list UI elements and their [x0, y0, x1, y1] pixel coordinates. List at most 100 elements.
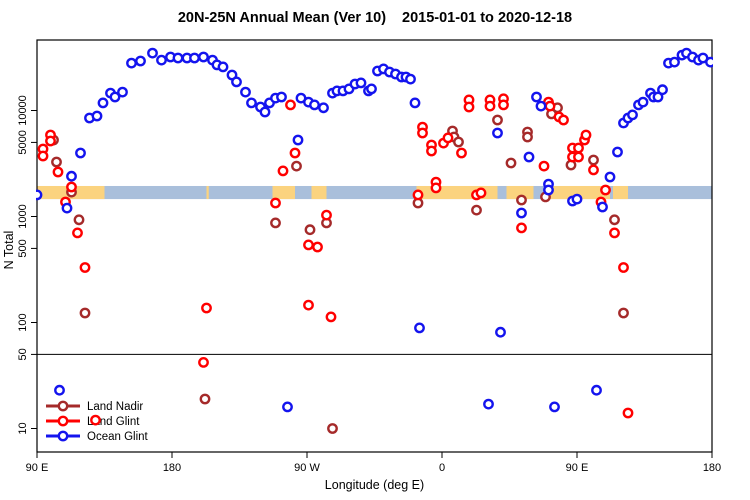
data-point-land-glint	[201, 302, 212, 314]
data-point-land-nadir	[471, 204, 482, 216]
legend-label-land-nadir: Land Nadir	[87, 401, 143, 413]
data-point-ocean-glint	[91, 110, 103, 122]
y-tick-label: 10000	[17, 95, 29, 126]
series-land-nadir	[48, 102, 629, 434]
series-land-glint	[37, 93, 634, 426]
data-point-ocean-glint	[309, 99, 320, 111]
data-point-ocean-glint	[597, 201, 608, 213]
data-point-ocean-glint	[231, 76, 242, 88]
data-point-ocean-glint	[66, 170, 77, 182]
data-point-ocean-glint	[612, 146, 623, 158]
data-point-ocean-glint	[414, 322, 425, 334]
data-point-land-glint	[573, 151, 584, 163]
data-point-ocean-glint	[409, 97, 421, 109]
data-point-land-glint	[66, 181, 77, 193]
data-point-land-glint	[609, 227, 620, 239]
map-strip-land-segment	[311, 185, 327, 200]
axes-layer: 90 E 180 90 W 0 90 E 180 10 50 100 500 1000 5000 100…	[2, 39, 721, 492]
data-point-land-nadir	[609, 214, 620, 226]
y-tick-label: 50	[17, 348, 29, 360]
data-point-ocean-glint	[126, 57, 137, 69]
data-point-land-glint	[426, 145, 437, 157]
data-point-ocean-glint	[318, 102, 329, 114]
series-ocean-glint	[36, 47, 713, 413]
map-strip-land-segment	[272, 185, 295, 200]
data-point-ocean-glint	[535, 100, 547, 112]
data-point-ocean-glint	[135, 55, 146, 67]
data-point-ocean-glint	[492, 127, 503, 139]
data-point-ocean-glint	[483, 398, 494, 410]
data-point-land-glint	[417, 127, 428, 139]
data-point-land-glint	[538, 160, 550, 172]
data-point-ocean-glint	[516, 207, 527, 219]
data-point-ocean-glint	[531, 91, 542, 103]
data-point-land-glint	[321, 209, 332, 221]
data-point-land-glint	[588, 164, 599, 176]
data-point-ocean-glint	[217, 61, 229, 73]
data-point-land-glint	[573, 142, 584, 154]
data-point-land-glint	[558, 114, 569, 126]
data-point-ocean-glint	[189, 52, 200, 64]
data-point-ocean-glint	[147, 47, 158, 59]
legend-item-ocean-glint: Ocean Glint	[46, 430, 149, 443]
map-strip-land-segment	[206, 185, 209, 200]
data-point-land-glint	[580, 129, 592, 141]
chart-title-dates: 2015-01-01 to 2020-12-18	[402, 10, 573, 26]
x-tick-label: 0	[439, 462, 445, 474]
data-point-land-glint	[516, 222, 527, 234]
data-point-land-nadir	[291, 160, 302, 172]
data-point-land-glint	[72, 227, 83, 239]
data-point-land-glint	[456, 147, 467, 159]
data-point-land-glint	[52, 166, 64, 178]
data-point-land-nadir	[199, 393, 211, 405]
y-tick-label: 500	[17, 239, 29, 257]
x-tick-label: 90 E	[26, 462, 49, 474]
legend-marker-ocean-glint	[57, 430, 69, 442]
data-point-land-glint	[600, 184, 611, 196]
data-point-land-glint	[303, 299, 314, 311]
data-point-ocean-glint	[97, 97, 109, 109]
data-point-land-nadir	[327, 423, 338, 434]
map-strip-ocean	[37, 185, 712, 200]
data-point-ocean-glint	[355, 77, 367, 89]
chart-title-main: 20N-25N Annual Mean (Ver 10)	[177, 10, 387, 26]
data-point-ocean-glint	[366, 83, 377, 95]
data-point-land-glint	[289, 147, 301, 159]
data-points-layer	[36, 47, 713, 434]
data-point-land-glint	[430, 182, 442, 194]
data-point-ocean-glint	[652, 91, 664, 103]
data-point-land-nadir	[505, 157, 517, 169]
data-point-land-glint	[618, 262, 629, 273]
data-point-ocean-glint	[240, 86, 251, 98]
data-point-ocean-glint	[246, 97, 257, 109]
data-point-land-nadir	[51, 156, 62, 168]
x-tick-label: 90 W	[294, 462, 320, 474]
data-point-land-glint	[312, 241, 323, 253]
legend-item-land-nadir: Land Nadir	[46, 400, 143, 413]
data-point-land-glint	[45, 135, 56, 147]
data-point-ocean-glint	[156, 54, 167, 66]
x-tick-label: 180	[163, 462, 181, 474]
data-point-ocean-glint	[75, 147, 86, 159]
data-point-land-glint	[277, 165, 289, 177]
data-point-land-glint	[412, 189, 424, 201]
data-point-land-glint	[198, 356, 209, 368]
plot-frame	[36, 39, 713, 453]
legend-marker-land-nadir	[57, 400, 69, 412]
data-point-ocean-glint	[705, 56, 713, 68]
data-point-ocean-glint	[109, 91, 121, 103]
map-strip-layer	[37, 185, 712, 200]
y-axis-title: N Total	[2, 231, 16, 270]
y-tick-label: 1000	[17, 204, 29, 228]
data-point-land-nadir	[453, 136, 464, 148]
data-point-land-glint	[442, 132, 454, 144]
data-point-land-glint	[622, 407, 634, 419]
data-point-land-glint	[544, 100, 556, 112]
data-point-ocean-glint	[523, 151, 535, 163]
data-point-land-glint	[484, 100, 496, 112]
data-point-land-glint	[37, 150, 49, 162]
data-point-ocean-glint	[259, 106, 271, 118]
data-point-ocean-glint	[405, 73, 416, 85]
